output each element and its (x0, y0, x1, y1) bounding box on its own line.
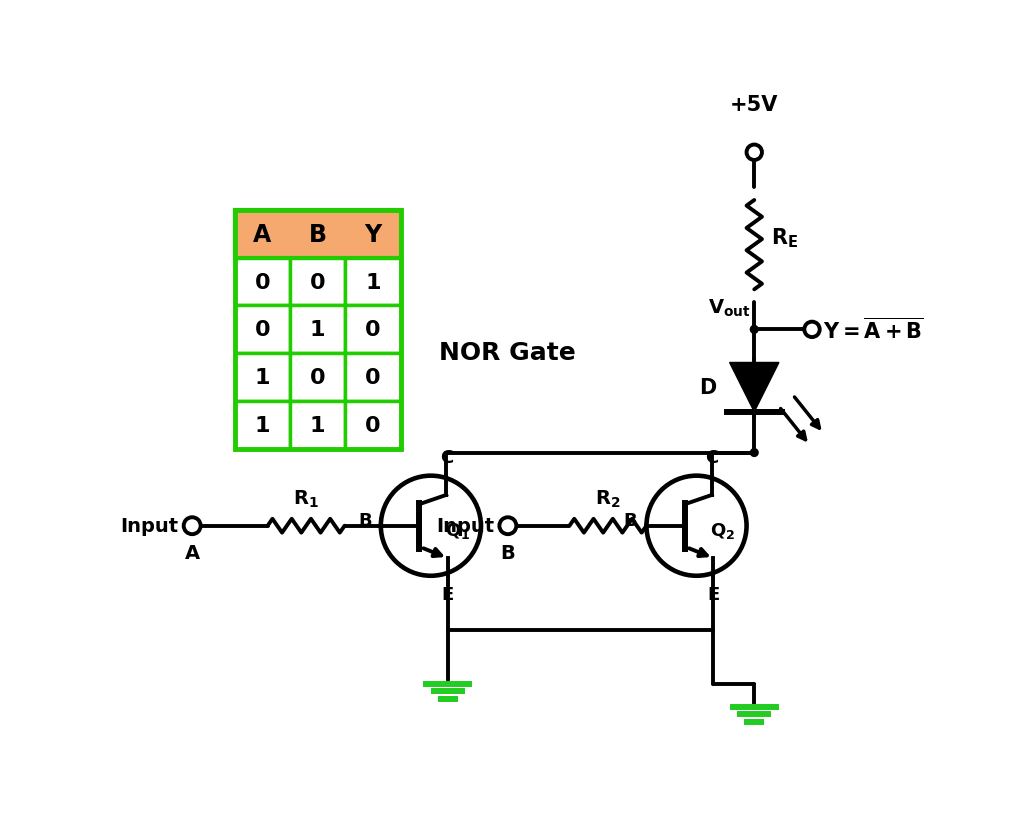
FancyBboxPatch shape (345, 306, 400, 354)
Text: E: E (441, 586, 454, 603)
Text: A: A (184, 543, 200, 562)
FancyBboxPatch shape (345, 401, 400, 449)
FancyBboxPatch shape (290, 354, 345, 401)
FancyBboxPatch shape (234, 258, 290, 306)
Circle shape (500, 518, 516, 534)
FancyBboxPatch shape (234, 306, 290, 354)
Text: B: B (358, 511, 372, 529)
Text: $\mathbf{R_2}$: $\mathbf{R_2}$ (595, 488, 621, 509)
FancyBboxPatch shape (234, 354, 290, 401)
Text: NOR Gate: NOR Gate (439, 341, 577, 365)
Circle shape (751, 449, 758, 457)
Circle shape (183, 518, 201, 534)
Text: $\mathbf{Q_2}$: $\mathbf{Q_2}$ (711, 520, 735, 540)
Text: B: B (308, 222, 327, 246)
FancyBboxPatch shape (345, 354, 400, 401)
Text: E: E (708, 586, 720, 603)
Text: Input: Input (120, 517, 178, 536)
Text: 0: 0 (254, 320, 270, 340)
Text: B: B (501, 543, 515, 562)
Text: D: D (699, 378, 717, 398)
Text: C: C (706, 449, 719, 467)
Text: Y: Y (365, 222, 382, 246)
Text: C: C (439, 449, 453, 467)
FancyBboxPatch shape (290, 401, 345, 449)
Text: 0: 0 (366, 368, 381, 388)
Text: 0: 0 (254, 272, 270, 292)
Text: Input: Input (436, 517, 494, 536)
Text: $\mathbf{R_1}$: $\mathbf{R_1}$ (293, 488, 319, 509)
Text: +5V: +5V (730, 94, 778, 115)
FancyBboxPatch shape (290, 258, 345, 306)
Text: 1: 1 (255, 368, 270, 388)
Text: 0: 0 (366, 415, 381, 435)
Text: B: B (624, 511, 637, 529)
Polygon shape (730, 363, 779, 412)
Circle shape (746, 146, 762, 160)
Text: 0: 0 (310, 368, 326, 388)
Text: 1: 1 (310, 320, 326, 340)
Text: 1: 1 (310, 415, 326, 435)
Text: $\mathbf{V_{out}}$: $\mathbf{V_{out}}$ (708, 297, 751, 318)
Circle shape (751, 326, 758, 334)
FancyBboxPatch shape (234, 401, 290, 449)
Text: 1: 1 (366, 272, 381, 292)
Text: A: A (253, 222, 271, 246)
Text: 0: 0 (366, 320, 381, 340)
Circle shape (804, 323, 819, 337)
Text: $\mathbf{Q_1}$: $\mathbf{Q_1}$ (444, 520, 470, 540)
Text: $\mathbf{Y=\overline{A+B}}$: $\mathbf{Y=\overline{A+B}}$ (823, 318, 924, 342)
FancyBboxPatch shape (345, 258, 400, 306)
FancyBboxPatch shape (234, 211, 400, 258)
Text: 0: 0 (310, 272, 326, 292)
Text: $\mathbf{R_E}$: $\mathbf{R_E}$ (771, 226, 799, 250)
FancyBboxPatch shape (290, 306, 345, 354)
Text: 1: 1 (255, 415, 270, 435)
